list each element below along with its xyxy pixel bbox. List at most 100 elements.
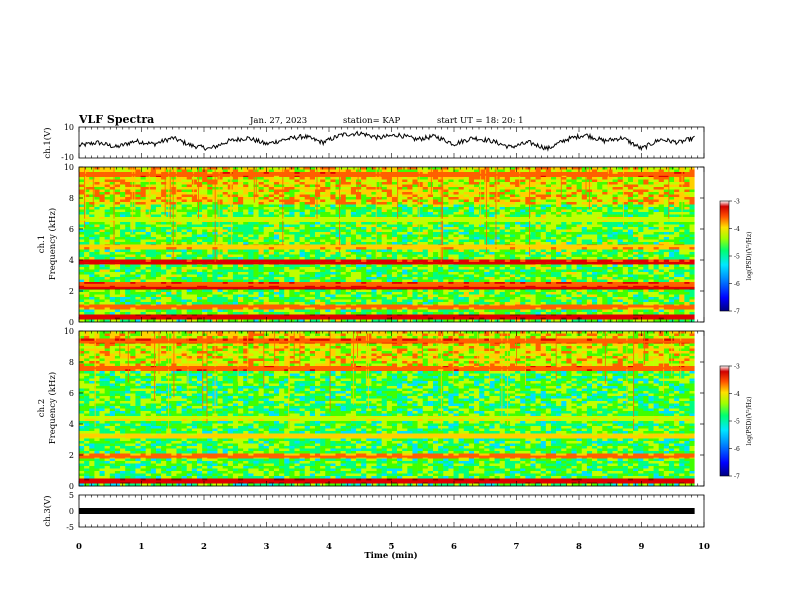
spectrogram-cell — [689, 167, 695, 170]
spectrogram-cell — [530, 204, 536, 208]
spectrogram-cell — [427, 229, 434, 233]
spectrogram-cell — [140, 179, 146, 183]
spectrogram-cell — [402, 212, 408, 215]
spectrogram-cell — [545, 197, 552, 200]
spectrogram-cell — [571, 202, 577, 205]
spectrogram-cell — [161, 239, 167, 243]
spectrogram-cell — [258, 217, 264, 220]
spectrogram-cell — [581, 172, 588, 175]
spectrogram-cell — [515, 202, 521, 205]
spectrogram-cell — [79, 202, 85, 205]
spectrogram-cell — [453, 222, 459, 225]
spectrogram-cell — [258, 219, 264, 223]
spectrogram-cell — [443, 239, 449, 243]
spectrogram-cell — [581, 227, 588, 230]
spectrogram-cell — [520, 207, 526, 210]
spectrogram-cell — [186, 249, 193, 253]
spectrogram-cell — [166, 229, 172, 233]
spectrogram-cell — [273, 227, 280, 230]
spectrogram-cell — [422, 202, 429, 205]
spectrogram-cell — [489, 217, 495, 220]
spectrogram-cell — [248, 264, 254, 268]
spectrogram-cell — [325, 187, 331, 190]
spectrogram-cell — [494, 249, 500, 253]
spectrogram-cell — [248, 267, 254, 270]
spectrogram-cell — [617, 214, 624, 218]
spectrogram-cell — [248, 172, 254, 175]
spectrogram-cell — [120, 207, 126, 210]
spectrogram-cell — [376, 237, 382, 240]
spectrogram-cell — [109, 179, 116, 183]
spectrogram-cell — [330, 269, 336, 273]
spectrogram-cell — [386, 222, 393, 225]
spectrogram-cell — [556, 219, 562, 223]
spectrogram-cell — [99, 177, 105, 180]
spectrogram-cell — [448, 209, 454, 213]
spectrogram-cell — [509, 179, 516, 183]
spectrogram-cell — [79, 234, 85, 238]
spectrogram-cell — [525, 254, 531, 258]
spectrogram-cell — [535, 224, 542, 228]
spectrogram-cell — [279, 239, 285, 243]
spectrogram-cell — [402, 214, 408, 218]
spectrogram-cell — [202, 269, 208, 273]
spectrogram-cell — [386, 247, 393, 250]
spectrogram-cell — [556, 182, 562, 185]
spectrogram-cell — [161, 229, 167, 233]
spectrogram-cell — [397, 209, 403, 213]
spectrogram-cell — [350, 192, 357, 195]
spectrogram-cell — [504, 247, 511, 250]
spectrogram-cell — [304, 187, 311, 190]
spectrogram-cell — [207, 189, 213, 193]
spectrogram-cell — [566, 179, 572, 183]
spectrogram-cell — [381, 237, 388, 240]
spectrogram-cell — [350, 179, 357, 183]
spectrogram-cell — [489, 187, 495, 190]
spectrogram-cell — [432, 232, 439, 235]
spectrogram-cell — [386, 239, 393, 243]
spectrogram-cell — [545, 227, 552, 230]
spectrogram-cell — [289, 237, 295, 240]
spectrogram-cell — [263, 269, 270, 273]
spectrogram-cell — [592, 212, 598, 215]
spectrogram-cell — [612, 234, 618, 238]
spectrogram-cell — [407, 189, 413, 193]
spectrogram-cell — [617, 259, 624, 263]
spectrogram-cell — [273, 192, 280, 195]
spectrogram-cell — [79, 174, 85, 178]
spectrogram-cell — [658, 212, 665, 215]
spectrogram-cell — [186, 252, 193, 255]
spectrogram-cell — [684, 212, 690, 215]
spectrogram-cell — [381, 242, 388, 245]
spectrogram-cell — [468, 219, 475, 223]
spectrogram-cell — [191, 207, 198, 210]
spectrogram-cell — [232, 219, 239, 223]
spectrogram-cell — [674, 214, 680, 218]
spectrogram-cell — [617, 172, 624, 175]
spectrogram-cell — [202, 217, 208, 220]
spectrogram-cell — [586, 212, 593, 215]
spectrogram-cell — [186, 229, 193, 233]
spectrogram-cell — [279, 194, 285, 198]
spectrogram-cell — [643, 264, 649, 268]
spectrogram-cell — [196, 259, 203, 263]
spectrogram-cell — [576, 227, 583, 230]
spectrogram-cell — [458, 227, 465, 230]
spectrogram-cell — [335, 182, 341, 185]
spectrogram-cell — [330, 192, 336, 195]
spectrogram-cell — [125, 229, 131, 233]
spectrogram-cell — [581, 242, 588, 245]
spectrogram-cell — [207, 217, 213, 220]
spectrogram-cell — [397, 232, 403, 235]
spectrogram-cell — [668, 259, 675, 263]
spectrogram-cell — [494, 217, 500, 220]
spectrogram-cell — [320, 269, 326, 273]
spectrogram-cell — [638, 229, 644, 233]
spectrogram-cell — [520, 194, 526, 198]
spectrogram-cell — [232, 204, 239, 208]
spectrogram-cell — [422, 194, 429, 198]
spectrogram-cell — [320, 252, 326, 255]
spectrogram-cell — [120, 192, 126, 195]
spectrogram-cell — [586, 222, 593, 225]
spectrogram-cell — [530, 182, 536, 185]
